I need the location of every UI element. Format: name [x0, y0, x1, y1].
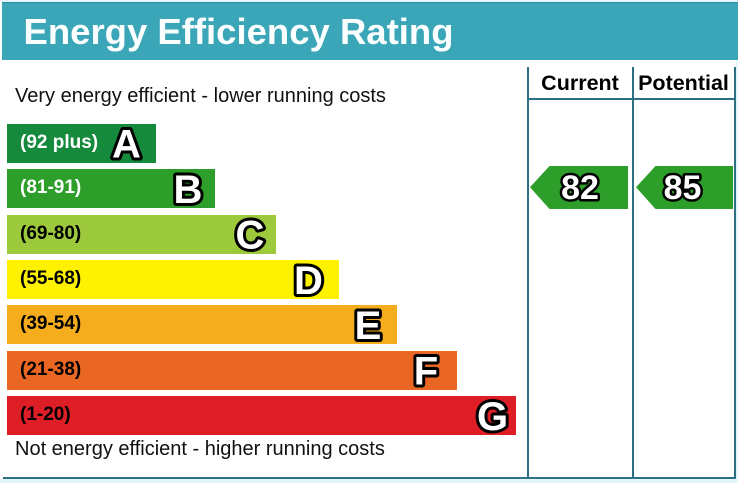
- svg-text:85: 85: [664, 169, 702, 207]
- svg-text:E: E: [355, 304, 382, 348]
- svg-text:B: B: [174, 168, 203, 212]
- svg-text:F: F: [414, 350, 438, 394]
- svg-text:D: D: [294, 259, 323, 303]
- svg-text:G: G: [477, 395, 508, 439]
- svg-text:82: 82: [561, 169, 599, 207]
- svg-text:C: C: [236, 214, 265, 258]
- svg-text:A: A: [112, 123, 141, 167]
